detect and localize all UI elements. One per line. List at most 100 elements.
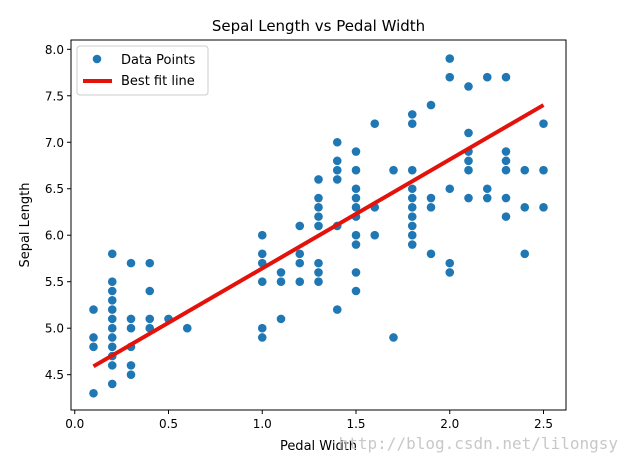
data-point	[407, 230, 417, 240]
x-tick-label: 2.0	[440, 417, 459, 431]
data-point	[464, 165, 473, 175]
data-point	[482, 193, 492, 203]
y-tick-label: 7.5	[45, 89, 64, 103]
data-point	[445, 72, 455, 82]
data-point	[407, 221, 417, 231]
data-point	[89, 305, 98, 314]
data-point	[445, 54, 455, 63]
y-tick-label: 7.0	[45, 136, 64, 150]
y-tick-label: 5.0	[45, 322, 64, 336]
data-point	[501, 156, 511, 166]
data-point	[407, 193, 417, 203]
data-point	[482, 184, 492, 194]
plot-area	[89, 54, 548, 398]
axes-frame	[70, 39, 567, 411]
data-point	[107, 361, 117, 370]
data-point	[89, 342, 98, 352]
data-point	[314, 277, 323, 287]
data-point	[295, 249, 305, 259]
data-point	[407, 119, 417, 128]
best-fit-line	[92, 103, 545, 369]
data-point	[145, 258, 155, 268]
legend-label-best-fit-line: Best fit line	[121, 74, 195, 89]
data-point	[276, 268, 286, 277]
data-point	[332, 305, 342, 314]
data-point	[520, 249, 530, 259]
y-axis-label: Sepal Length	[18, 182, 33, 267]
x-tick-label: 1.0	[253, 417, 272, 431]
y-tick-label: 6.5	[45, 182, 64, 196]
data-point	[445, 184, 455, 194]
data-point	[389, 333, 398, 342]
x-tick-label: 1.5	[346, 417, 365, 431]
data-point	[501, 72, 511, 82]
data-point	[332, 137, 342, 147]
data-point	[295, 277, 305, 287]
data-point	[407, 165, 417, 175]
data-point	[426, 249, 436, 259]
axes: 0.0 0.5 1.0 1.5 2.0 2.5 4.5 5.0 5.5 6.0 6.5 7.0 7.5 8…	[45, 39, 567, 431]
data-point	[295, 221, 305, 231]
x-tick-label: 2.5	[534, 417, 553, 431]
x-tick-label: 0.5	[159, 417, 178, 431]
data-point	[145, 314, 155, 324]
data-point	[389, 165, 398, 175]
data-point	[351, 184, 361, 194]
data-point	[520, 165, 530, 175]
data-point	[314, 268, 323, 277]
y-tick-label: 4.5	[45, 368, 64, 382]
data-point	[501, 193, 511, 203]
data-point	[351, 193, 361, 203]
data-point	[89, 388, 98, 398]
data-point	[351, 165, 361, 175]
data-point	[314, 212, 323, 221]
data-point	[126, 258, 136, 268]
data-point	[107, 342, 117, 352]
data-point	[351, 286, 361, 296]
data-point	[407, 203, 417, 212]
data-point	[520, 203, 530, 212]
data-point	[351, 203, 361, 212]
data-point	[332, 165, 342, 175]
data-point	[257, 323, 267, 333]
legend-label-data-points: Data Points	[121, 53, 195, 68]
data-point	[426, 100, 436, 110]
x-tick-label: 0.0	[65, 417, 84, 431]
watermark-text: http://blog.csdn.net/lilongsy	[339, 434, 619, 453]
data-point	[295, 258, 305, 268]
data-point	[126, 314, 136, 324]
data-point	[351, 147, 361, 156]
legend-marker-data-points	[92, 54, 102, 64]
data-point	[426, 193, 436, 203]
data-point	[501, 147, 511, 156]
data-point	[501, 165, 511, 175]
data-point	[314, 221, 323, 231]
data-point	[145, 286, 155, 296]
data-point	[501, 212, 511, 221]
data-point	[107, 296, 117, 305]
data-point	[89, 333, 98, 342]
data-point	[276, 277, 286, 287]
legend: Data Points Best fit line	[76, 45, 209, 96]
data-point	[257, 277, 267, 287]
data-point	[407, 212, 417, 221]
data-point	[107, 286, 117, 296]
data-point	[107, 323, 117, 333]
chart-title: Sepal Length vs Pedal Width	[212, 17, 425, 35]
data-point	[539, 165, 548, 175]
data-point	[107, 305, 117, 314]
data-point	[445, 268, 455, 277]
data-point	[107, 333, 117, 342]
data-point	[482, 72, 492, 82]
data-point	[107, 314, 117, 324]
y-tick-label: 6.0	[45, 229, 64, 243]
data-point	[107, 249, 117, 259]
data-point	[257, 249, 267, 259]
data-point	[370, 230, 380, 240]
data-point	[370, 119, 380, 128]
data-point	[351, 230, 361, 240]
data-point	[126, 370, 136, 379]
data-point	[332, 175, 342, 184]
data-point	[539, 203, 548, 212]
